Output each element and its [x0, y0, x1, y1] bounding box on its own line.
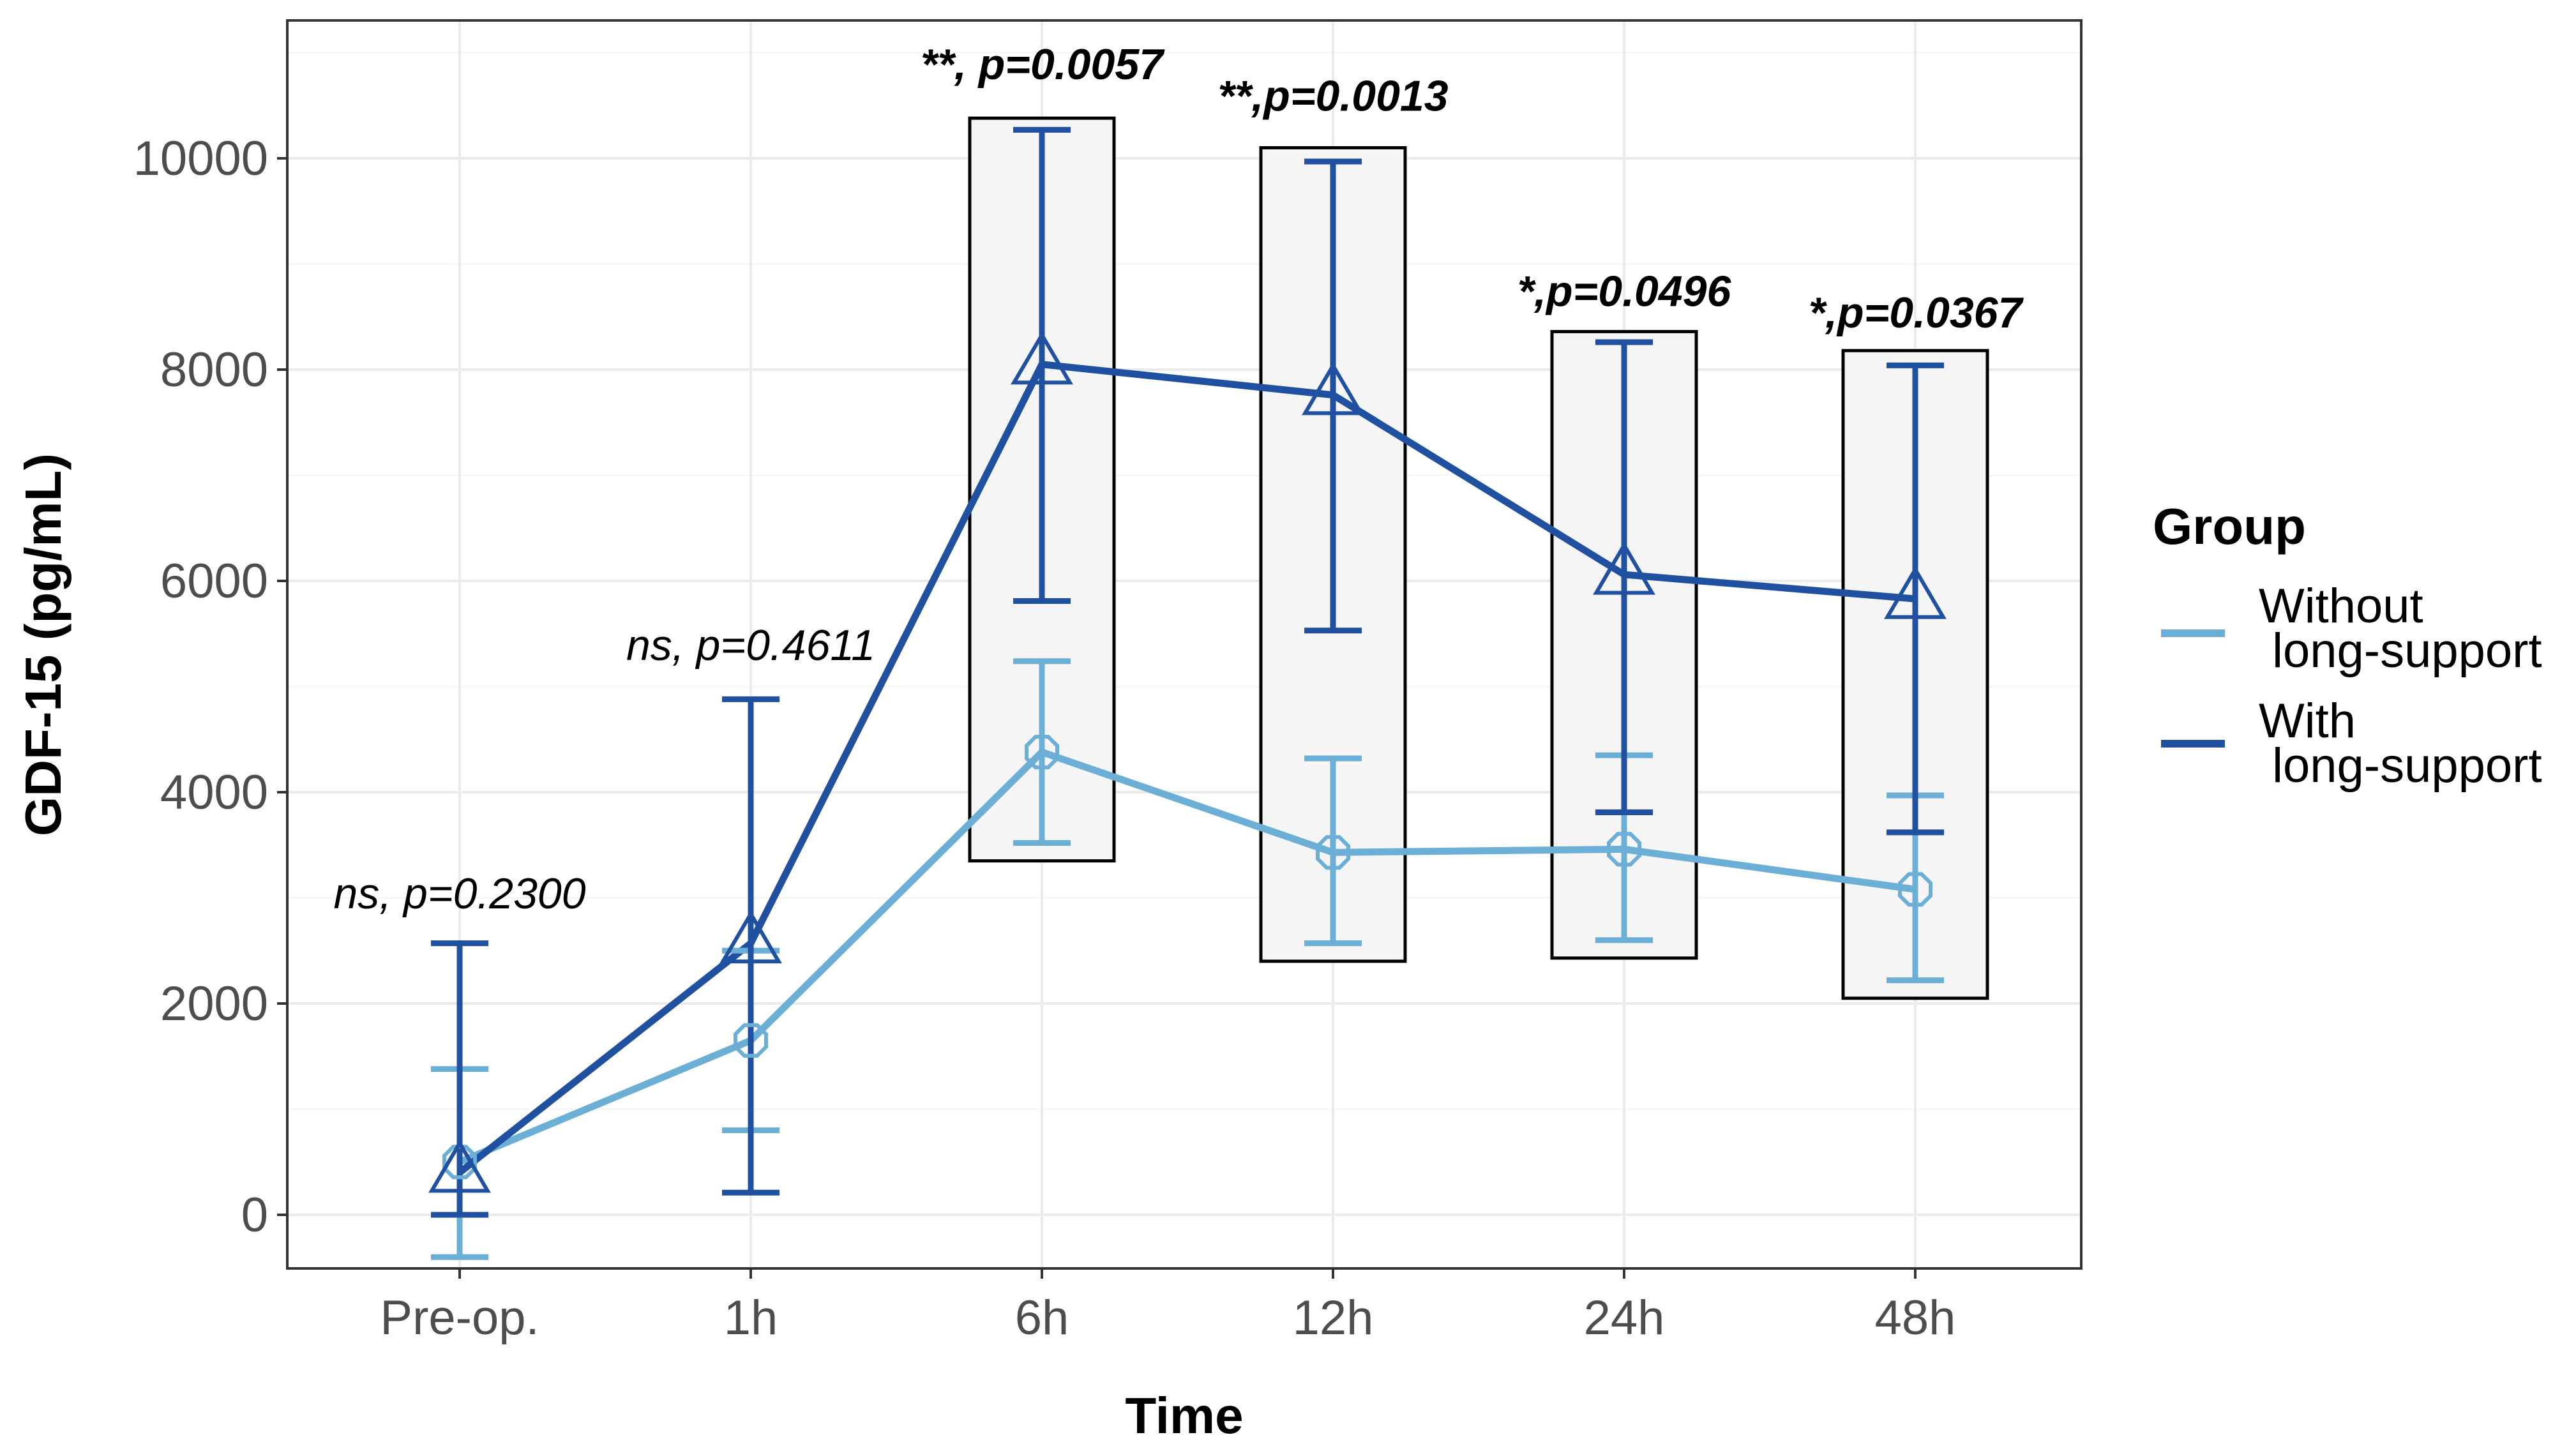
legend-label: Without	[2259, 579, 2423, 633]
data-point-triangle	[428, 1139, 491, 1193]
series-lines	[457, 361, 1916, 1176]
y-axis-title: GDF-15 (pg/mL)	[15, 453, 72, 836]
y-tick-label: 6000	[160, 554, 268, 608]
x-tick-label: 12h	[1293, 1291, 1374, 1345]
plot-panel-border	[286, 19, 2083, 1270]
p-value-label: *,p=0.0367	[1809, 289, 2024, 337]
data-point-octagon	[1316, 835, 1350, 870]
data-point-triangle	[1884, 566, 1947, 619]
data-point-triangle	[1011, 331, 1073, 385]
data-point-octagon	[442, 1145, 477, 1180]
x-tick-label: 6h	[1015, 1291, 1069, 1345]
data-point-octagon	[1607, 832, 1641, 867]
y-tick-label: 2000	[160, 977, 268, 1031]
data-point-triangle	[1302, 361, 1364, 416]
x-axis-ticks: Pre-op. 1h 6h 12h 24h 48h	[380, 1268, 1955, 1345]
legend-label: With	[2259, 694, 2356, 748]
p-value-label: *,p=0.0496	[1518, 267, 1732, 316]
legend-label: long-support	[2259, 739, 2542, 793]
data-point-triangle	[719, 910, 782, 964]
data-point-triangle	[1593, 541, 1655, 595]
p-value-label: **,p=0.0013	[1217, 72, 1448, 121]
p-value-label: ns, p=0.4611	[626, 621, 875, 670]
legend-label: long-support	[2259, 624, 2542, 678]
annotations: ns, p=0.2300 ns, p=0.4611 **, p=0.0057 **,p…	[333, 40, 2024, 918]
significance-boxes	[968, 116, 1989, 1000]
y-tick-label: 4000	[160, 765, 268, 820]
x-tick-label: Pre-op.	[380, 1291, 539, 1345]
legend-title: Group	[2153, 498, 2306, 555]
x-tick-label: 24h	[1584, 1291, 1665, 1345]
data-points	[428, 331, 1947, 1193]
data-point-octagon	[1025, 735, 1059, 770]
series-line	[458, 748, 1916, 1166]
x-tick-label: 48h	[1875, 1291, 1956, 1345]
grid	[287, 20, 2081, 1268]
x-axis-title: Time	[1125, 1387, 1243, 1444]
error-bars	[431, 126, 1944, 1260]
data-point-octagon	[734, 1023, 768, 1058]
p-value-label: ns, p=0.2300	[333, 869, 585, 918]
series-line	[457, 361, 1916, 1176]
data-point-octagon	[1898, 872, 1932, 907]
y-tick-label: 8000	[160, 343, 268, 397]
x-tick-label: 1h	[724, 1291, 778, 1345]
y-axis-ticks: 0 2000 4000 6000 8000 10000	[133, 132, 287, 1242]
y-tick-label: 0	[241, 1188, 268, 1242]
y-tick-label: 10000	[133, 132, 268, 186]
p-value-label: **, p=0.0057	[921, 40, 1165, 89]
